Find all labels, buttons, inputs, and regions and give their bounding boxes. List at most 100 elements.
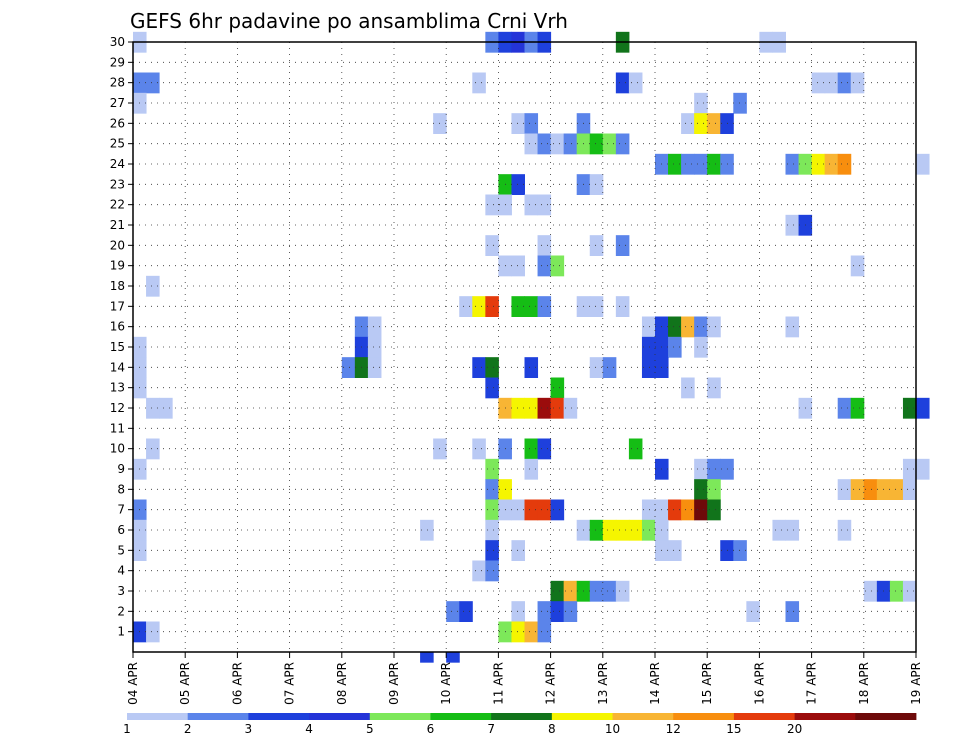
precip-cell xyxy=(733,540,747,561)
precip-cell xyxy=(838,520,852,541)
precip-cell xyxy=(511,398,525,419)
heatmap-cells xyxy=(133,32,930,663)
precip-cell xyxy=(472,296,486,317)
precip-cell xyxy=(629,439,643,460)
precip-cell xyxy=(525,134,539,155)
y-tick-label: 6 xyxy=(117,523,125,537)
y-tick-label: 27 xyxy=(110,96,125,110)
precip-cell xyxy=(916,154,930,175)
precip-cell xyxy=(446,652,460,663)
precip-cell xyxy=(551,398,565,419)
y-tick-label: 26 xyxy=(110,116,125,130)
precip-cell xyxy=(538,398,552,419)
x-tick-label: 15 APR xyxy=(700,662,714,705)
x-axis-ticks: 04 APR 05 APR 06 APR 07 APR 08 APR 09 APR 10 A… xyxy=(126,652,923,705)
precip-cell xyxy=(511,622,525,643)
precip-cell xyxy=(525,296,539,317)
precip-cell xyxy=(551,378,565,399)
precip-cell xyxy=(851,256,865,277)
colorbar-label: 7 xyxy=(487,722,495,736)
y-tick-label: 21 xyxy=(110,218,125,232)
precip-cell xyxy=(694,337,708,358)
precip-cell xyxy=(838,479,852,500)
colorbar-swatch xyxy=(248,713,309,720)
precip-cell xyxy=(511,113,525,134)
precip-cell xyxy=(472,439,486,460)
x-tick-label: 04 APR xyxy=(126,662,140,705)
precip-cell xyxy=(511,540,525,561)
precip-cell xyxy=(838,398,852,419)
precip-cell xyxy=(525,459,539,480)
y-tick-label: 5 xyxy=(117,543,125,557)
precip-cell xyxy=(511,174,525,195)
colorbar-label: 5 xyxy=(366,722,374,736)
colorbar-swatch xyxy=(855,713,916,720)
colorbar-swatch xyxy=(309,713,370,720)
precip-cell xyxy=(616,581,630,602)
precip-cell xyxy=(159,398,173,419)
colorbar-swatch xyxy=(430,713,491,720)
x-tick-label: 13 APR xyxy=(596,662,610,705)
precip-cell xyxy=(551,601,565,622)
y-tick-label: 16 xyxy=(110,320,125,334)
x-tick-label: 07 APR xyxy=(283,662,297,705)
precip-cell xyxy=(851,398,865,419)
y-tick-label: 29 xyxy=(110,55,125,69)
precip-cell xyxy=(538,256,552,277)
colorbar-label: 3 xyxy=(245,722,253,736)
colorbar-label: 2 xyxy=(184,722,192,736)
y-tick-label: 9 xyxy=(117,462,125,476)
colorbar-swatch xyxy=(370,713,431,720)
precip-cell xyxy=(551,256,565,277)
precip-cell xyxy=(694,113,708,134)
y-tick-label: 18 xyxy=(110,279,125,293)
y-tick-label: 12 xyxy=(110,401,125,415)
colorbar-swatch xyxy=(552,713,613,720)
precip-cell xyxy=(525,398,539,419)
precip-cell xyxy=(525,113,539,134)
y-tick-label: 13 xyxy=(110,381,125,395)
precip-cell xyxy=(694,317,708,338)
precip-cell xyxy=(851,479,865,500)
y-tick-label: 7 xyxy=(117,503,125,517)
colorbar-swatch xyxy=(491,713,552,720)
precip-cell xyxy=(538,134,552,155)
colorbar-label: 1 xyxy=(123,722,131,736)
precip-cell xyxy=(472,357,486,378)
y-axis-ticks: 1234567891011121314151617181920212223242… xyxy=(110,35,133,639)
precip-cell xyxy=(916,459,930,480)
x-tick-label: 17 APR xyxy=(805,662,819,705)
colorbar-label: 20 xyxy=(787,722,802,736)
precip-cell xyxy=(603,581,617,602)
y-tick-label: 24 xyxy=(110,157,125,171)
precip-cell xyxy=(603,357,617,378)
precip-cell xyxy=(681,113,695,134)
precip-cell xyxy=(459,296,473,317)
precip-cell xyxy=(825,73,839,94)
precip-cell xyxy=(681,154,695,175)
precip-cell xyxy=(838,73,852,94)
y-tick-label: 28 xyxy=(110,76,125,90)
precip-cell xyxy=(525,500,539,521)
colorbar-swatch xyxy=(795,713,856,720)
x-tick-label: 08 APR xyxy=(335,662,349,705)
x-tick-label: 18 APR xyxy=(857,662,871,705)
precip-cell xyxy=(903,581,917,602)
precip-cell xyxy=(825,154,839,175)
precip-cell xyxy=(681,500,695,521)
precip-cell xyxy=(903,479,917,500)
precip-cell xyxy=(538,195,552,216)
x-tick-label: 12 APR xyxy=(544,662,558,705)
precip-cell xyxy=(538,235,552,256)
precip-cell xyxy=(511,500,525,521)
precip-cell xyxy=(629,73,643,94)
x-tick-label: 10 APR xyxy=(439,662,453,705)
colorbar-swatch xyxy=(188,713,249,720)
precip-cell xyxy=(681,378,695,399)
precip-cell xyxy=(616,73,630,94)
precip-cell xyxy=(681,317,695,338)
colorbar-label: 15 xyxy=(726,722,741,736)
precip-cell xyxy=(694,459,708,480)
precip-cell xyxy=(538,296,552,317)
precip-cell xyxy=(616,134,630,155)
